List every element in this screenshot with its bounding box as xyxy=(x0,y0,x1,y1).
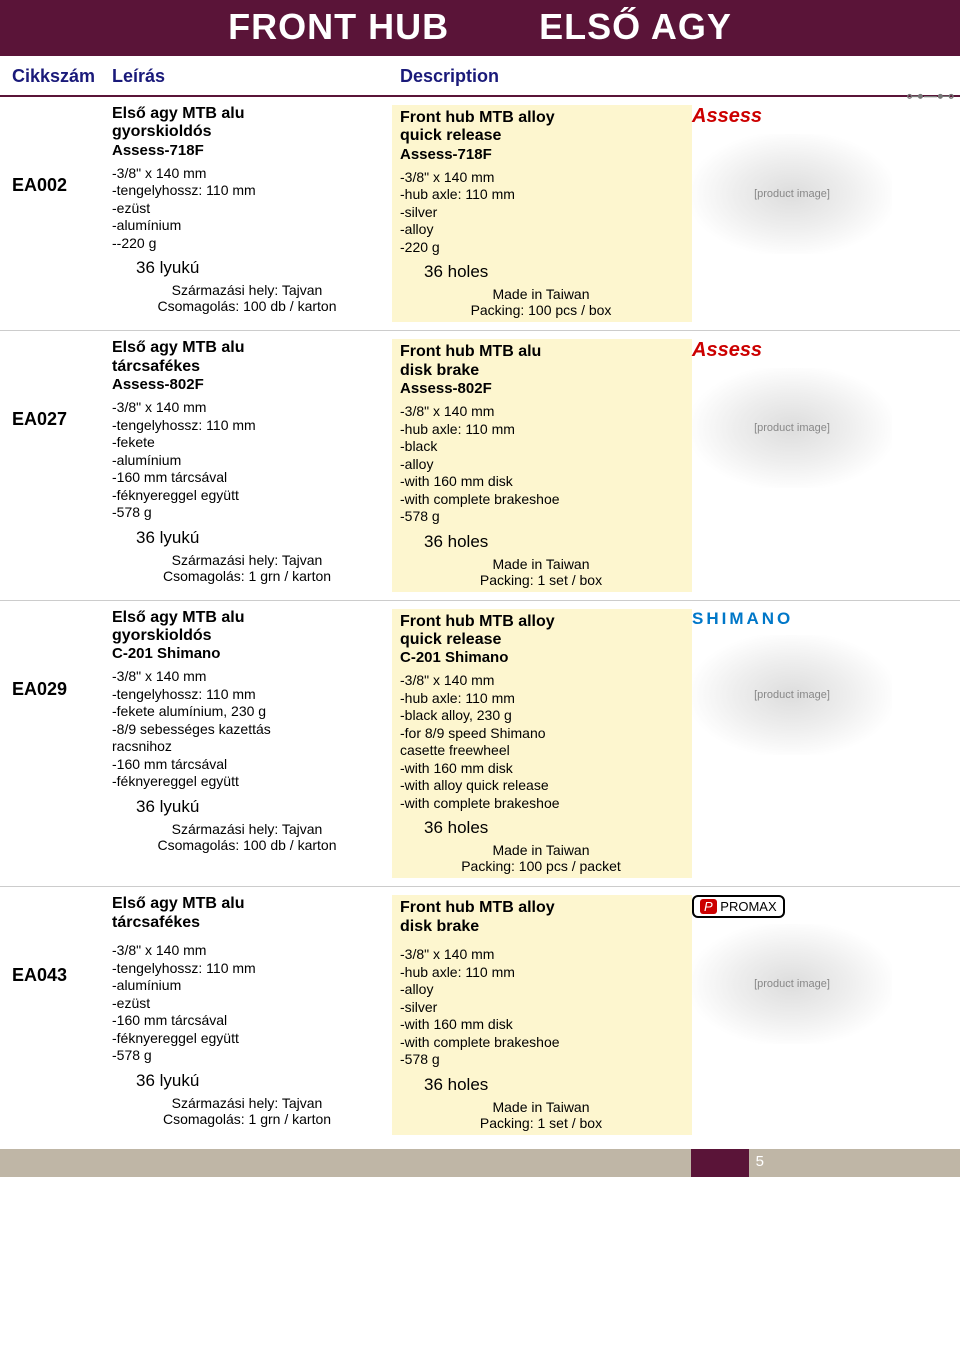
sku-cell: EA002 xyxy=(12,105,112,196)
hu-specs: -3/8" x 140 mm-tengelyhossz: 110 mm-alum… xyxy=(112,942,382,1065)
hu-origin: Származási hely: TajvanCsomagolás: 1 grn… xyxy=(112,552,382,584)
title-hu: ELSŐ AGY xyxy=(539,6,732,48)
en-title2: disk brake xyxy=(400,918,682,936)
hu-title1: Első agy MTB alu xyxy=(112,339,382,357)
footer-band: 5 xyxy=(0,1149,960,1177)
hu-specs: -3/8" x 140 mm-tengelyhossz: 110 mm-feke… xyxy=(112,668,382,791)
hu-model: Assess-718F xyxy=(112,142,382,159)
en-specs: -3/8" x 140 mm-hub axle: 110 mm-alloy-si… xyxy=(400,946,682,1069)
image-cell: SHIMANO [product image] xyxy=(692,609,960,879)
en-holes: 36 holes xyxy=(424,532,682,552)
brand-logo-promax: P PROMAX xyxy=(692,895,785,918)
hu-holes: 36 lyukú xyxy=(136,1071,382,1091)
product-image: [product image] xyxy=(692,635,892,755)
col-en-header: Description xyxy=(392,66,692,87)
hu-cell: Első agy MTB alutárcsafékes -3/8" x 140 m… xyxy=(112,895,392,1134)
brand-logo-assess: Assess xyxy=(692,339,762,362)
en-cell: Front hub MTB alloyquick releaseC-201 Sh… xyxy=(392,609,692,879)
product-image: [product image] xyxy=(692,368,892,488)
image-cell: Assess [product image] xyxy=(692,339,960,591)
hu-title2: gyorskioldós xyxy=(112,123,382,141)
hu-holes: 36 lyukú xyxy=(136,797,382,817)
hu-specs: -3/8" x 140 mm-tengelyhossz: 110 mm-feke… xyxy=(112,399,382,522)
en-origin: Made in TaiwanPacking: 100 pcs / packet xyxy=(400,842,682,874)
product-row: EA043Első agy MTB alutárcsafékes -3/8" x … xyxy=(0,886,960,1142)
product-table: EA002Első agy MTB alugyorskioldósAssess-… xyxy=(0,97,960,1143)
hu-title2: tárcsafékes xyxy=(112,358,382,376)
col-sku-header: Cikkszám xyxy=(12,66,112,87)
en-title1: Front hub MTB alloy xyxy=(400,109,682,127)
en-origin: Made in TaiwanPacking: 1 set / box xyxy=(400,1099,682,1131)
en-model: C-201 Shimano xyxy=(400,649,682,666)
en-cell: Front hub MTB aludisk brakeAssess-802F -3… xyxy=(392,339,692,591)
page-number: 5 xyxy=(756,1153,764,1170)
hu-model: C-201 Shimano xyxy=(112,645,382,662)
hu-cell: Első agy MTB alutárcsafékesAssess-802F -3… xyxy=(112,339,392,591)
hu-holes: 36 lyukú xyxy=(136,258,382,278)
product-row: EA027Első agy MTB alutárcsafékesAssess-8… xyxy=(0,330,960,599)
en-holes: 36 holes xyxy=(424,262,682,282)
en-origin: Made in TaiwanPacking: 100 pcs / box xyxy=(400,286,682,318)
hu-origin: Származási hely: TajvanCsomagolás: 100 d… xyxy=(112,821,382,853)
en-holes: 36 holes xyxy=(424,818,682,838)
product-image: [product image] xyxy=(692,134,892,254)
en-title1: Front hub MTB alloy xyxy=(400,613,682,631)
column-headers: Cikkszám Leírás Description xyxy=(0,56,960,97)
hu-model: Assess-802F xyxy=(112,376,382,393)
en-origin: Made in TaiwanPacking: 1 set / box xyxy=(400,556,682,588)
product-row: EA002Első agy MTB alugyorskioldósAssess-… xyxy=(0,97,960,330)
hu-title1: Első agy MTB alu xyxy=(112,895,382,913)
image-cell: P PROMAX [product image] xyxy=(692,895,960,1134)
brand-logo-shimano: SHIMANO xyxy=(692,609,793,629)
en-cell: Front hub MTB alloydisk brake -3/8" x 140… xyxy=(392,895,692,1134)
hu-title2: tárcsafékes xyxy=(112,914,382,932)
hu-origin: Származási hely: TajvanCsomagolás: 100 d… xyxy=(112,282,382,314)
en-specs: -3/8" x 140 mm-hub axle: 110 mm-black-al… xyxy=(400,403,682,526)
en-holes: 36 holes xyxy=(424,1075,682,1095)
hu-title2: gyorskioldós xyxy=(112,627,382,645)
en-title2: disk brake xyxy=(400,362,682,380)
en-specs: -3/8" x 140 mm-hub axle: 110 mm-black al… xyxy=(400,672,682,812)
sku-cell: EA043 xyxy=(12,895,112,986)
image-cell: Assess [product image] xyxy=(692,105,960,322)
en-model: Assess-718F xyxy=(400,146,682,163)
sku-cell: EA029 xyxy=(12,609,112,700)
hu-cell: Első agy MTB alugyorskioldósC-201 Shiman… xyxy=(112,609,392,879)
hu-title1: Első agy MTB alu xyxy=(112,609,382,627)
hu-title1: Első agy MTB alu xyxy=(112,105,382,123)
en-cell: Front hub MTB alloyquick releaseAssess-7… xyxy=(392,105,692,322)
col-hu-header: Leírás xyxy=(112,66,392,87)
en-specs: -3/8" x 140 mm-hub axle: 110 mm-silver-a… xyxy=(400,169,682,257)
product-image: [product image] xyxy=(692,924,892,1044)
en-title1: Front hub MTB alu xyxy=(400,343,682,361)
page-header: FRONT HUB ELSŐ AGY xyxy=(0,0,960,56)
en-model: Assess-802F xyxy=(400,380,682,397)
hu-holes: 36 lyukú xyxy=(136,528,382,548)
product-row: EA029Első agy MTB alugyorskioldósC-201 S… xyxy=(0,600,960,887)
en-title2: quick release xyxy=(400,631,682,649)
hu-specs: -3/8" x 140 mm-tengelyhossz: 110 mm-ezüs… xyxy=(112,165,382,253)
title-en: FRONT HUB xyxy=(228,6,449,48)
hu-cell: Első agy MTB alugyorskioldósAssess-718F -… xyxy=(112,105,392,322)
en-title2: quick release xyxy=(400,127,682,145)
hu-origin: Származási hely: TajvanCsomagolás: 1 grn… xyxy=(112,1095,382,1127)
sku-cell: EA027 xyxy=(12,339,112,430)
brand-logo-assess: Assess xyxy=(692,105,762,128)
en-title1: Front hub MTB alloy xyxy=(400,899,682,917)
